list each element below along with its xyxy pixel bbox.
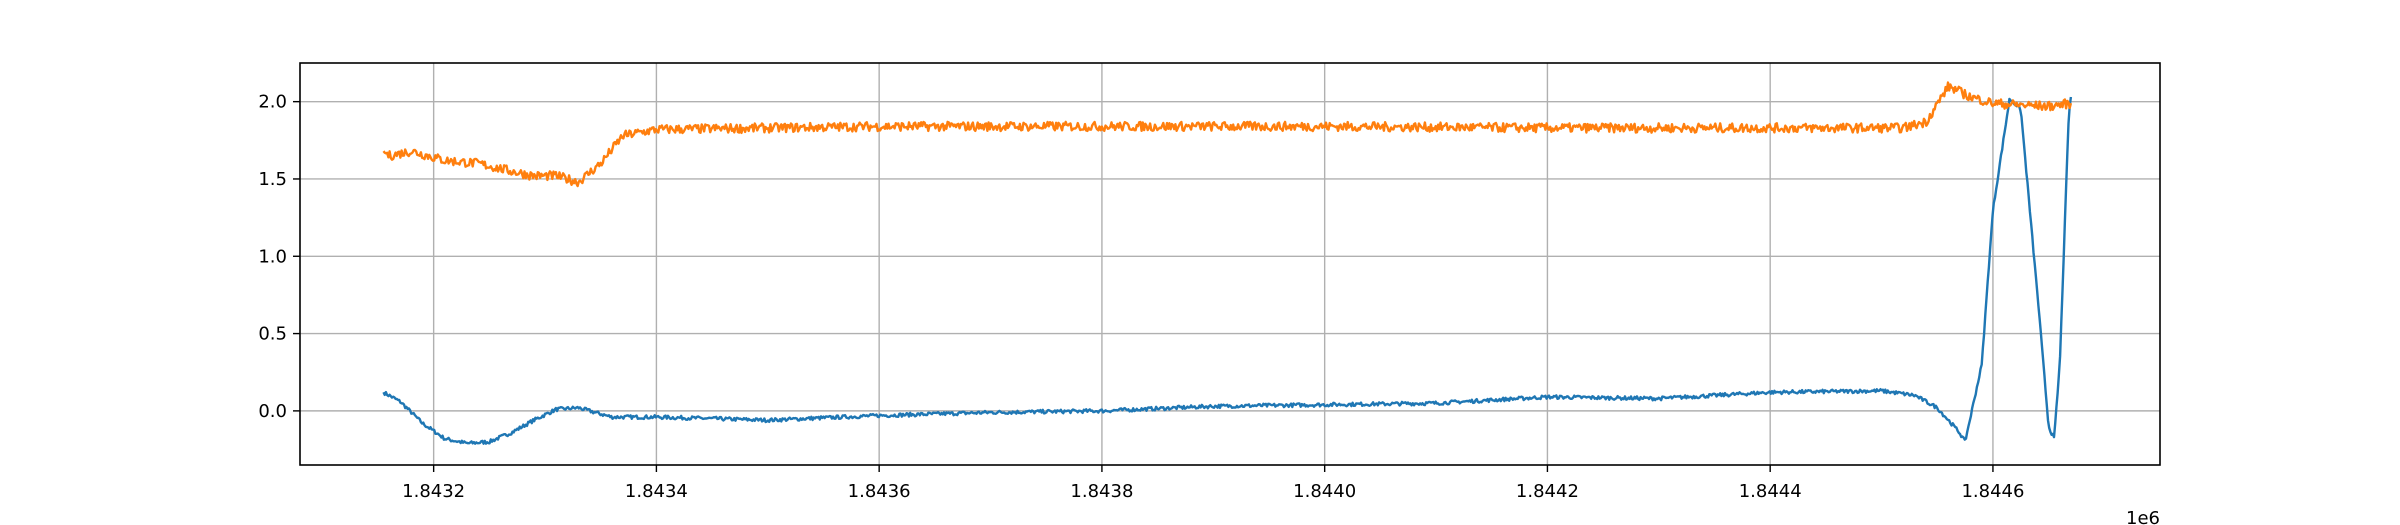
y-tick-label: 1.5 — [258, 169, 287, 190]
series-line-1 — [382, 96, 2073, 445]
x-tick-label: 1.8432 — [402, 481, 465, 502]
x-tick-label: 1.8436 — [848, 481, 911, 502]
x-tick-label: 1.8434 — [625, 481, 688, 502]
plot-frame — [299, 62, 2161, 466]
ticks: 1.8432 1.8434 1.8436 1.8438 1.8440 1.8442 1.84… — [258, 92, 2024, 502]
y-tick-label: 0.0 — [258, 401, 287, 422]
x-tick-label: 1.8442 — [1516, 481, 1579, 502]
y-tick-label: 1.0 — [258, 246, 287, 267]
x-tick-label: 1.8446 — [1961, 481, 2024, 502]
series-group — [382, 81, 2073, 445]
x-tick-label: 1.8438 — [1070, 481, 1133, 502]
y-tick-label: 2.0 — [258, 92, 287, 113]
series-line-2 — [382, 81, 2073, 188]
x-tick-label: 1.8440 — [1293, 481, 1356, 502]
y-tick-label: 0.5 — [258, 324, 287, 345]
x-offset-label: 1e6 — [2126, 508, 2160, 525]
x-tick-label: 1.8444 — [1739, 481, 1802, 502]
grid — [300, 63, 2160, 465]
